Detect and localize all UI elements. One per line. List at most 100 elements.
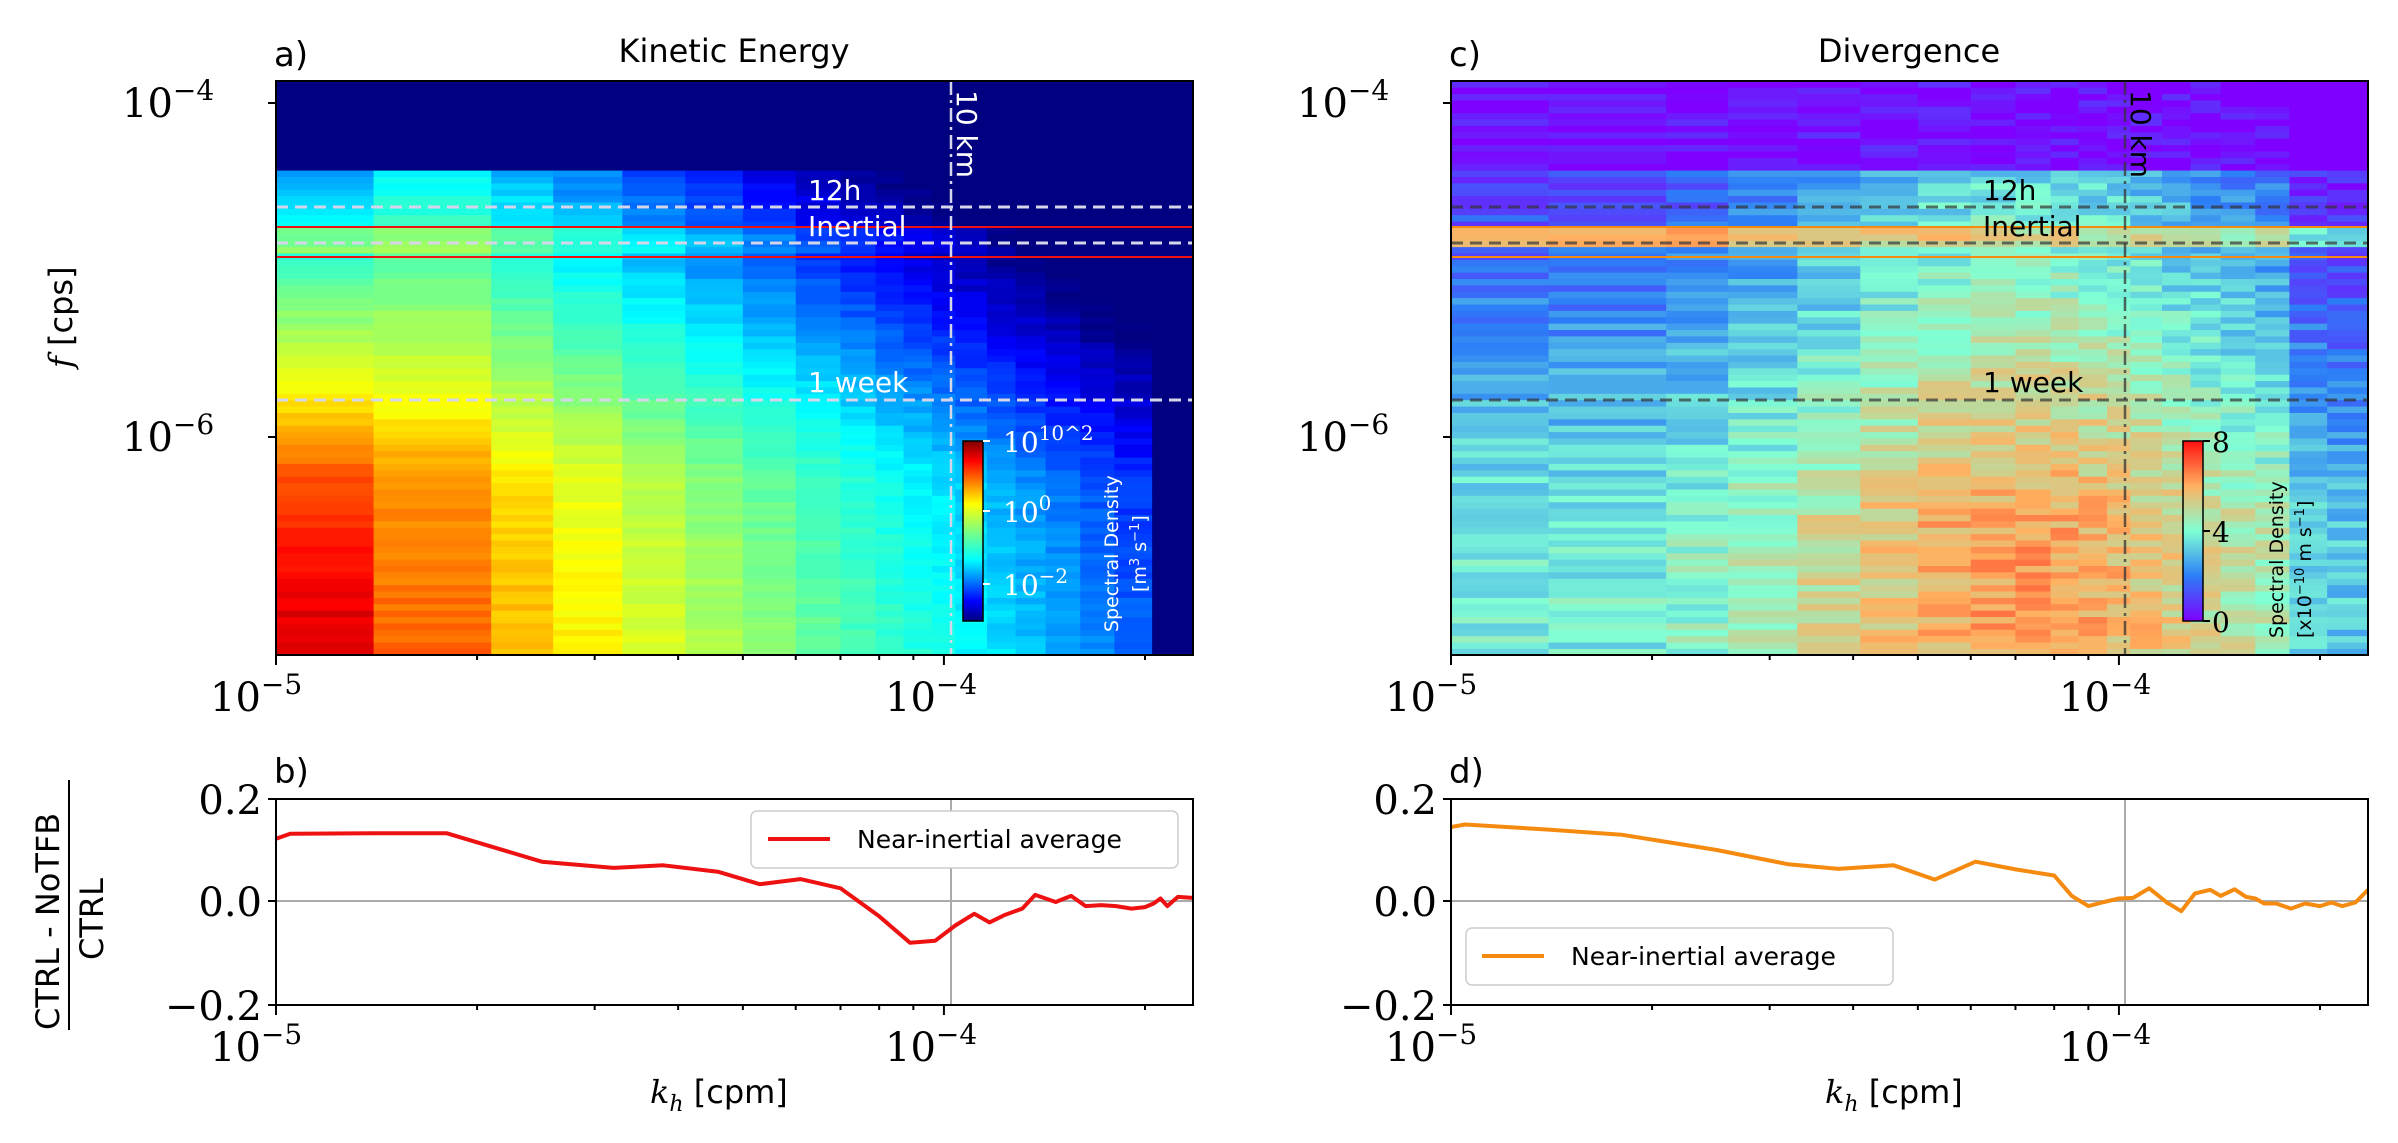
heatmap-cell [2289,195,2328,203]
heatmap-cell [373,450,492,458]
heatmap-cell [2130,87,2163,95]
heatmap-cell [1666,93,1729,101]
heatmap-cell [685,303,744,311]
heatmap-cell [2161,87,2192,95]
heatmap-cell [685,552,744,560]
heatmap-cell [795,597,842,605]
heatmap-cell [795,182,842,190]
heatmap-cell [2161,150,2192,158]
heatmap-cell [1045,195,1081,203]
heatmap-cell [986,629,1017,637]
heatmap-cell [875,571,905,579]
heatmap-cell [2015,584,2052,592]
heatmap-cell [2289,310,2328,318]
heatmap-cell [1080,431,1116,439]
heatmap-cell [2161,214,2192,222]
heatmap-cell [2078,227,2108,235]
heatmap-cell [2289,303,2328,311]
heatmap-cell [795,291,842,299]
heatmap-cell [795,431,842,439]
heatmap-cell [1451,227,1550,235]
heatmap-cell [276,495,375,503]
heatmap-cell [1797,374,1861,382]
heatmap-cell [932,380,956,388]
heatmap-cell [1045,265,1081,273]
heatmap-cell [2015,131,2052,139]
heatmap-cell [986,284,1017,292]
heatmap-cell [1860,297,1919,305]
heatmap-cell [685,221,744,228]
heatmap-cell [491,323,554,331]
heatmap-cell [2190,444,2222,452]
heatmap-cell [1728,297,1798,305]
heatmap-cell [2107,221,2131,228]
heatmap-cell [1860,195,1919,203]
heatmap-cell [1015,310,1047,318]
heatmap-cell [276,616,375,624]
heatmap-cell [2289,87,2328,95]
heatmap-cell [903,476,933,484]
heatmap-cell [2220,546,2256,554]
heatmap-cell [2190,81,2222,88]
heatmap-cell [986,329,1017,337]
heatmap-cell [1728,291,1798,299]
heatmap-cell [2190,488,2222,496]
heatmap-cell [795,399,842,407]
heatmap-cell [1970,482,2017,490]
heatmap-cell [2220,622,2256,630]
heatmap-cell [903,125,933,133]
heatmap-cell [553,482,623,490]
heatmap-cell [1917,240,1972,248]
heatmap-cell [795,565,842,573]
heatmap-cell [840,405,877,413]
heatmap-cell [2015,380,2052,388]
heatmap-cell [491,259,554,267]
heatmap-cell [2327,635,2368,643]
heatmap-cell [1015,329,1047,337]
heatmap-cell [2190,552,2222,560]
heatmap-cell [276,361,375,369]
heatmap-cell [840,393,877,401]
heatmap-cell [373,163,492,171]
heatmap-cell [2130,374,2163,382]
heatmap-cell [553,374,623,382]
heatmap-cell [622,603,686,611]
heatmap-cell [2050,81,2080,88]
heatmap-cell [2255,118,2291,126]
heatmap-cell [685,450,744,458]
heatmap-cell [2255,342,2291,350]
heatmap-cell [1666,616,1729,624]
heatmap-cell [2190,208,2222,216]
heatmap-cell [2255,584,2291,592]
heatmap-cell [1728,533,1798,541]
b-panel-label: b) [274,752,309,792]
heatmap-cell [2220,584,2256,592]
heatmap-cell [986,380,1017,388]
heatmap-cell [903,189,933,197]
heatmap-cell [553,150,623,158]
heatmap-cell [2107,412,2131,420]
heatmap-cell [1917,195,1972,203]
heatmap-cell [875,348,905,356]
heatmap-cell [1548,227,1667,235]
heatmap-cell [840,495,877,503]
heatmap-cell [2161,81,2192,88]
heatmap-cell [1860,431,1919,439]
heatmap-cell [2015,501,2052,509]
heatmap-cell [875,488,905,496]
heatmap-cell [2161,380,2192,388]
heatmap-cell [1451,571,1550,579]
heatmap-cell [2289,342,2328,350]
heatmap-cell [1860,138,1919,146]
heatmap-cell [276,272,375,280]
heatmap-cell [2050,157,2080,165]
heatmap-cell [1970,425,2017,433]
heatmap-cell [491,361,554,369]
heatmap-cell [2255,374,2291,382]
heatmap-cell [622,87,686,95]
heatmap-cell [1860,272,1919,280]
heatmap-cell [2220,163,2256,171]
heatmap-cell [2220,99,2256,107]
heatmap-cell [1917,495,1972,503]
heatmap-cell [955,233,988,241]
